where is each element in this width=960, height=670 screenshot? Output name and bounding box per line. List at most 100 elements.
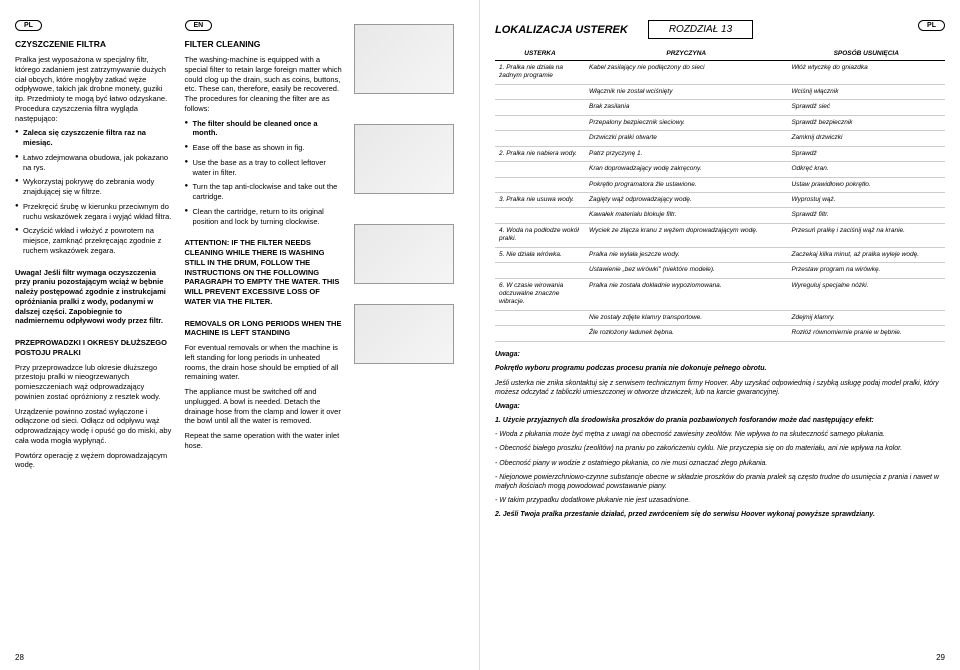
cell-fault: 6. W czasie wirowania odczuwalne znaczne… (495, 278, 585, 310)
cell-fault (495, 177, 585, 192)
note6: - Woda z płukania może być mętna z uwagi… (495, 430, 945, 439)
en-title: FILTER CLEANING (185, 39, 343, 49)
page-number-right: 29 (936, 653, 945, 662)
note9: - Niejonowe powierzchniowo-czynne substa… (495, 473, 945, 491)
lang-badge-pl: PL (15, 20, 42, 31)
cell-cause: Przepalony bezpiecznik sieciowy. (585, 115, 788, 130)
diagram-filter-4 (354, 304, 454, 364)
en-m3: Repeat the same operation with the water… (185, 431, 343, 451)
cell-remedy: Zaczekaj kilka minut, aż pralka wyleje w… (788, 247, 946, 262)
table-row: Przepalony bezpiecznik sieciowy.Sprawdź … (495, 115, 945, 130)
faults-title: LOKALIZACJA USTEREK (495, 24, 628, 36)
en-b3: Use the base as a tray to collect leftov… (185, 158, 343, 178)
cell-fault (495, 115, 585, 130)
table-row: Ustawienie „bez wirówki" (niektóre model… (495, 263, 945, 278)
note5: 1. Użycie przyjaznych dla środowiska pro… (495, 416, 945, 425)
cell-remedy: Wyprostuj wąż. (788, 192, 946, 207)
note4: Uwaga: (495, 402, 945, 411)
cell-fault (495, 263, 585, 278)
cell-cause: Pokrętło programatora źle ustawione. (585, 177, 788, 192)
cell-remedy: Sprawdź (788, 146, 946, 161)
cell-fault (495, 84, 585, 99)
col-pl: PL CZYSZCZENIE FILTRA Pralka jest wyposa… (15, 20, 173, 475)
cell-remedy: Sprawdź sieć (788, 100, 946, 115)
cell-cause: Ustawienie „bez wirówki" (niektóre model… (585, 263, 788, 278)
columns: PL CZYSZCZENIE FILTRA Pralka jest wyposa… (15, 20, 464, 475)
cell-cause: Źle rozłożony ładunek bębna. (585, 326, 788, 341)
cell-cause: Brak zasilania (585, 100, 788, 115)
table-row: 6. W czasie wirowania odczuwalne znaczne… (495, 278, 945, 310)
chapter-box: ROZDZIAŁ 13 (648, 20, 753, 39)
cell-fault: 5. Nie działa wirówka. (495, 247, 585, 262)
pl-warn: Uwaga! Jeśli filtr wymaga oczyszczenia p… (15, 268, 173, 327)
cell-cause: Kabel zasilający nie podłączony do sieci (585, 61, 788, 85)
pl-b3: Wykorzystaj pokrywę do zebrania wody zna… (15, 177, 173, 197)
pl-b4: Przekręcić śrubę w kierunku przeciwnym d… (15, 202, 173, 222)
cell-remedy: Rozłóż równomiernie pranie w bębnie. (788, 326, 946, 341)
en-m1: For eventual removals or when the machin… (185, 343, 343, 382)
note8: - Obecność piany w wodzie z ostatniego p… (495, 459, 945, 468)
pl-title: CZYSZCZENIE FILTRA (15, 39, 173, 49)
table-row: Włącznik nie został wciśniętyWciśnij włą… (495, 84, 945, 99)
cell-fault (495, 326, 585, 341)
th-cause: PRZYCZYNA (585, 47, 788, 61)
table-row: Drzwiczki pralki otwarteZamknij drzwiczk… (495, 131, 945, 146)
note7: - Obecność białego proszku (zeolitów) na… (495, 444, 945, 453)
cell-fault: 2. Pralka nie nabiera wody. (495, 146, 585, 161)
cell-cause: Kran doprowadzający wodę zakręcony. (585, 162, 788, 177)
cell-cause: Nie zostały zdjęte klamry transportowe. (585, 310, 788, 325)
cell-fault (495, 162, 585, 177)
cell-cause: Drzwiczki pralki otwarte (585, 131, 788, 146)
cell-cause: Kawałek materiału blokuje filtr. (585, 208, 788, 223)
cell-fault: 4. Woda na podłodze wokół pralki. (495, 223, 585, 247)
pl-m3: Powtórz operację z wężem doprowadzającym… (15, 451, 173, 471)
page-number-left: 28 (15, 653, 24, 662)
en-b4: Turn the tap anti-clockwise and take out… (185, 182, 343, 202)
th-remedy: SPOSÓB USUNIĘCIA (788, 47, 946, 61)
en-warn: ATTENTION: IF THE FILTER NEEDS CLEANING … (185, 238, 343, 306)
page-right: PL LOKALIZACJA USTEREK ROZDZIAŁ 13 USTER… (480, 0, 960, 670)
diagram-filter-2 (354, 124, 454, 194)
fault-table: USTERKA PRZYCZYNA SPOSÓB USUNIĘCIA 1. Pr… (495, 47, 945, 342)
cell-cause: Włącznik nie został wciśnięty (585, 84, 788, 99)
cell-remedy: Sprawdź filtr. (788, 208, 946, 223)
note3: Jeśli usterka nie znika skontaktuj się z… (495, 379, 945, 397)
table-row: 4. Woda na podłodze wokół pralki.Wyciek … (495, 223, 945, 247)
cell-cause: Zagięty wąż odprowadzający wodę. (585, 192, 788, 207)
en-intro: The washing-machine is equipped with a s… (185, 55, 343, 114)
table-row: 3. Pralka nie usuwa wody.Zagięty wąż odp… (495, 192, 945, 207)
cell-remedy: Włóż wtyczkę do gniazdka (788, 61, 946, 85)
en-b1: The filter should be cleaned once a mont… (185, 119, 343, 139)
table-row: Nie zostały zdjęte klamry transportowe.Z… (495, 310, 945, 325)
title-row: LOKALIZACJA USTEREK ROZDZIAŁ 13 (495, 20, 945, 39)
cell-cause: Patrz przyczynę 1. (585, 146, 788, 161)
cell-remedy: Wyreguluj specjalne nóżki. (788, 278, 946, 310)
notes: Uwaga: Pokrętło wyboru programu podczas … (495, 350, 945, 519)
pl-move-title: PRZEPROWADZKI I OKRESY DŁUŻSZEGO POSTOJU… (15, 338, 173, 358)
cell-remedy: Zdejmij klamry. (788, 310, 946, 325)
pl-m2: Urządzenie powinno zostać wyłączone i od… (15, 407, 173, 446)
table-row: 1. Pralka nie działa na żadnym programie… (495, 61, 945, 85)
cell-fault (495, 131, 585, 146)
cell-remedy: Przestaw program na wirówkę. (788, 263, 946, 278)
cell-remedy: Ustaw prawidłowo pokrętło. (788, 177, 946, 192)
pl-b1: Zaleca się czyszczenie filtra raz na mie… (15, 128, 173, 148)
cell-fault: 1. Pralka nie działa na żadnym programie (495, 61, 585, 85)
note11: 2. Jeśli Twoja pralka przestanie działać… (495, 510, 945, 519)
cell-cause: Pralka nie została dokładnie wypoziomowa… (585, 278, 788, 310)
pl-m1: Przy przeprowadzce lub okresie dłuższego… (15, 363, 173, 402)
table-row: Brak zasilaniaSprawdź sieć (495, 100, 945, 115)
note10: - W takim przypadku dodatkowe płukanie n… (495, 496, 945, 505)
cell-fault (495, 100, 585, 115)
cell-remedy: Odkręć kran. (788, 162, 946, 177)
table-row: Kran doprowadzający wodę zakręcony.Odkrę… (495, 162, 945, 177)
lang-badge-en: EN (185, 20, 213, 31)
note2: Pokrętło wyboru programu podczas procesu… (495, 364, 945, 373)
table-row: Źle rozłożony ładunek bębna.Rozłóż równo… (495, 326, 945, 341)
note1: Uwaga: (495, 350, 945, 359)
en-move-title: REMOVALS OR LONG PERIODS WHEN THE MACHIN… (185, 319, 343, 339)
page-left: PL CZYSZCZENIE FILTRA Pralka jest wyposa… (0, 0, 480, 670)
pl-intro: Pralka jest wyposażona w specjalny filtr… (15, 55, 173, 123)
pl-b2: Łatwo zdejmowana obudowa, jak pokazano n… (15, 153, 173, 173)
table-row: 2. Pralka nie nabiera wody.Patrz przyczy… (495, 146, 945, 161)
